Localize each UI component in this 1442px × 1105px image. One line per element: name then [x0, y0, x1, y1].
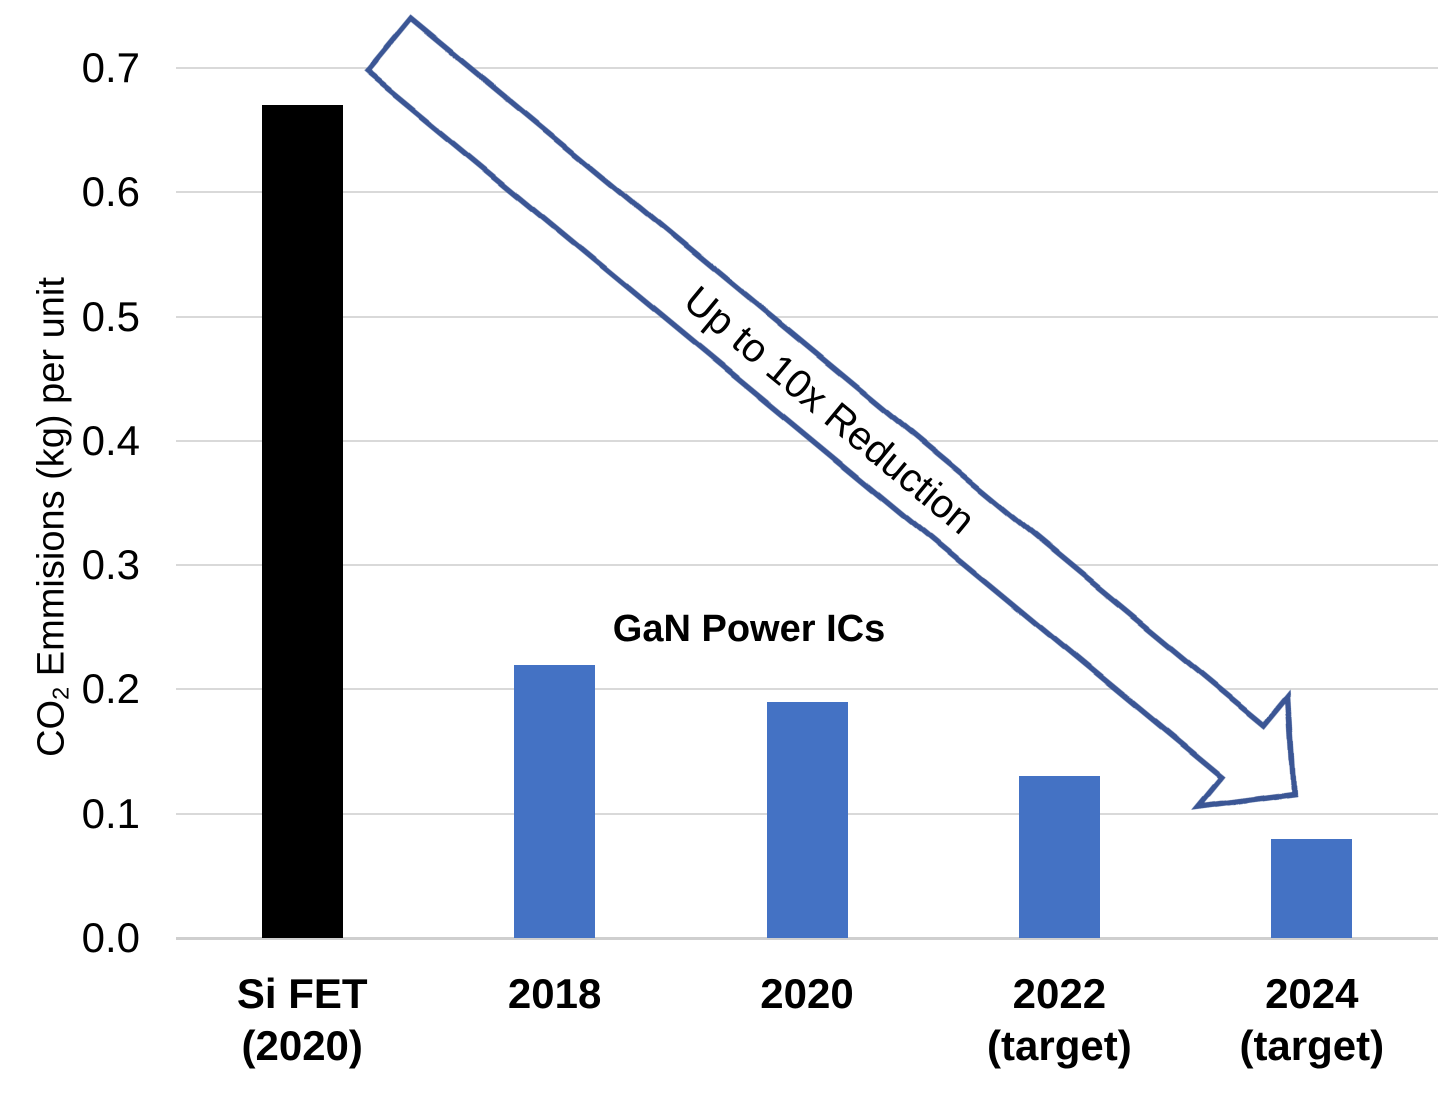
x-tick-label-line: 2020 — [760, 970, 854, 1017]
bar-2018 — [514, 664, 596, 938]
x-tick-label: 2020 — [681, 968, 933, 1020]
x-tick-label-line: Si FET — [236, 970, 368, 1017]
x-tick-label-line: (target) — [987, 1022, 1132, 1069]
arrow-label: Up to 10x Reduction — [676, 278, 983, 543]
gridline — [176, 66, 1438, 69]
bar-si-fet-2020 — [261, 105, 343, 938]
gridline — [176, 439, 1438, 442]
y-tick-label: 0.3 — [81, 541, 140, 589]
gridline — [176, 688, 1438, 691]
bar-2024-target — [1271, 838, 1353, 938]
x-tick-label: Si FET (2020) — [176, 968, 428, 1072]
x-tick-label-line: 2022 — [1012, 970, 1107, 1017]
gridline — [176, 191, 1438, 194]
x-tick-label: 2018 — [429, 968, 681, 1020]
x-tick-label-line: (2020) — [241, 1022, 363, 1069]
y-tick-label: 0.5 — [81, 292, 140, 340]
y-tick-label: 0.0 — [81, 914, 140, 961]
y-tick-label: 0.4 — [81, 416, 140, 464]
y-tick-label: 0.2 — [81, 665, 140, 713]
y-tick-label: 0.1 — [81, 789, 140, 837]
x-tick-label: 2024 (target) — [1186, 968, 1438, 1072]
y-tick-label: 0.7 — [81, 43, 140, 91]
gridline — [176, 564, 1438, 567]
gridline — [176, 315, 1438, 318]
x-axis-line — [176, 936, 1438, 940]
x-tick-label: 2022 (target) — [933, 968, 1185, 1072]
x-tick-label-line: (target) — [1239, 1022, 1385, 1069]
series-annotation-gan-power-ics: GaN Power ICs — [612, 608, 886, 650]
x-tick-label-line: 2018 — [507, 970, 602, 1017]
bar-2022-target — [1018, 776, 1100, 938]
x-tick-label-line: 2024 — [1265, 970, 1359, 1017]
y-tick-label: 0.6 — [81, 168, 140, 216]
bar-2020 — [766, 701, 848, 938]
